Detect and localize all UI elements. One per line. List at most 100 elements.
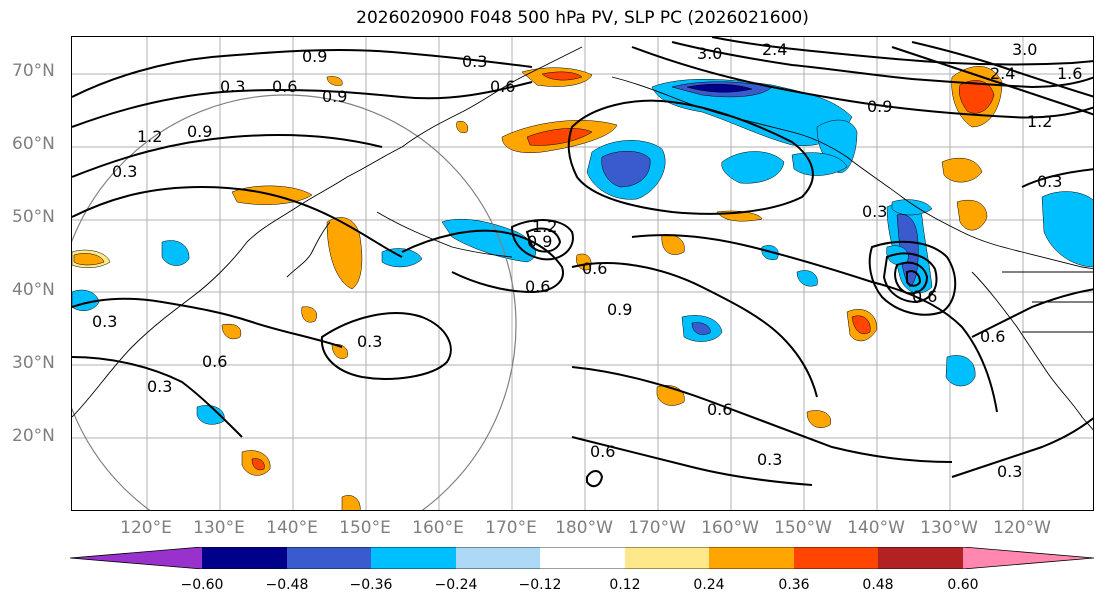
pv-negative-region bbox=[601, 151, 651, 188]
pv-negative-region bbox=[791, 152, 848, 176]
colorbar-segment bbox=[540, 547, 625, 569]
lon-label: 130°E bbox=[193, 518, 245, 538]
slp-contour bbox=[72, 356, 243, 438]
contour-label: 0.3 bbox=[862, 202, 887, 221]
lon-label: 140°W bbox=[847, 518, 905, 538]
pv-positive-region bbox=[661, 234, 685, 255]
pv-negative-region bbox=[686, 83, 753, 93]
pv-positive-region bbox=[331, 344, 348, 359]
slp-contour bbox=[671, 41, 1093, 89]
slp-contour bbox=[72, 48, 533, 98]
pv-positive-region bbox=[301, 306, 318, 323]
colorbar-tick-label: −0.24 bbox=[434, 577, 478, 593]
slp-contour bbox=[571, 436, 813, 486]
contour-label: 1.2 bbox=[1027, 112, 1052, 131]
contour-label: 0.6 bbox=[490, 77, 515, 96]
colorbar-tick-label: 0.12 bbox=[609, 577, 641, 593]
pv-positive-region bbox=[456, 121, 468, 133]
lon-label: 130°W bbox=[920, 518, 978, 538]
contour-label: 0.6 bbox=[202, 352, 227, 371]
colorbar-segment bbox=[794, 547, 878, 569]
lat-label: 30°N bbox=[12, 353, 55, 373]
pv-negative-region bbox=[691, 322, 711, 335]
slp-contour bbox=[711, 37, 1093, 66]
contour-label: 0.6 bbox=[525, 277, 550, 296]
slp-contour bbox=[894, 261, 929, 295]
lon-label: 170°W bbox=[628, 518, 686, 538]
map-canvas: 0.9 0.3 0.6 0.9 3.0 2.4 3.0 2.4 1.6 0.3 … bbox=[72, 37, 1093, 510]
slp-contour bbox=[882, 252, 938, 304]
pv-negative-region bbox=[796, 270, 818, 287]
contour-label: 0.3 bbox=[997, 462, 1022, 481]
contour-label: 3.0 bbox=[697, 44, 722, 63]
contour-label: 0.6 bbox=[707, 400, 732, 419]
slp-contour bbox=[510, 219, 574, 261]
slp-contour bbox=[571, 262, 818, 398]
contour-label: 2.4 bbox=[990, 64, 1015, 83]
contour-label: 1.6 bbox=[1057, 64, 1082, 83]
pv-negative-region bbox=[441, 219, 536, 263]
slp-contour bbox=[891, 46, 1093, 116]
pv-positive-region bbox=[941, 157, 983, 183]
slp-contour bbox=[631, 234, 998, 413]
contour-label: 0.6 bbox=[582, 259, 607, 278]
slp-contour bbox=[631, 46, 1093, 119]
contour-label: 0.3 bbox=[220, 77, 245, 96]
lat-label: 50°N bbox=[12, 207, 55, 227]
colorbar-tick-label: 0.36 bbox=[778, 577, 810, 593]
lon-label: 140°E bbox=[266, 518, 318, 538]
contour-label: 0.9 bbox=[527, 232, 552, 251]
pv-positive-region bbox=[326, 76, 343, 86]
slp-contour bbox=[951, 417, 1093, 478]
lat-label: 60°N bbox=[12, 134, 55, 154]
coastlines bbox=[72, 46, 1093, 431]
colorbar-tick-label: −0.36 bbox=[349, 577, 393, 593]
domain-circle bbox=[72, 94, 517, 510]
lat-label: 40°N bbox=[12, 280, 55, 300]
map-title: 2026020900 F048 500 hPa PV, SLP PC (2026… bbox=[356, 8, 809, 28]
pv-positive-region bbox=[526, 128, 593, 146]
contour-label: 3.0 bbox=[1012, 40, 1037, 59]
lon-label: 120°W bbox=[993, 518, 1051, 538]
colorbar-tick-label: 0.60 bbox=[947, 577, 979, 593]
slp-contour bbox=[567, 99, 814, 215]
pv-positive-region bbox=[341, 495, 361, 510]
colorbar-tick-label: −0.12 bbox=[518, 577, 562, 593]
pv-positive-region bbox=[326, 217, 363, 290]
colorbar-segment bbox=[625, 547, 709, 569]
contour-label: 0.6 bbox=[912, 287, 937, 306]
gridlines bbox=[72, 37, 1093, 510]
contour-label: 0.3 bbox=[357, 332, 382, 351]
colorbar-segment bbox=[371, 547, 456, 569]
pv-negative-region bbox=[891, 199, 933, 216]
colorbar-segment bbox=[456, 547, 540, 569]
lon-label: 150°W bbox=[774, 518, 832, 538]
pv-negative-region bbox=[161, 240, 190, 266]
lat-label: 20°N bbox=[12, 426, 55, 446]
contour-label: 0.9 bbox=[867, 97, 892, 116]
slp-contour bbox=[72, 134, 383, 178]
colorbar-segment bbox=[202, 547, 287, 569]
coastline-kuril bbox=[376, 211, 513, 258]
slp-contour bbox=[72, 81, 533, 128]
slp-contour bbox=[906, 270, 922, 287]
pv-positive-region bbox=[221, 323, 242, 340]
coastline-asia bbox=[72, 46, 583, 418]
slp-contour bbox=[401, 229, 564, 294]
contour-label: 1.2 bbox=[137, 127, 162, 146]
slp-contour bbox=[72, 297, 343, 348]
lon-label: 160°E bbox=[412, 518, 464, 538]
contour-label: 0.6 bbox=[272, 77, 297, 96]
pv-negative-region bbox=[381, 248, 423, 268]
colorbar-outline bbox=[70, 547, 1095, 569]
lon-label: 180°W bbox=[555, 518, 613, 538]
colorbar-tick-label: 0.24 bbox=[693, 577, 725, 593]
contour-label: 0.3 bbox=[757, 450, 782, 469]
slp-contour bbox=[1021, 168, 1093, 188]
colorbar-tick-label: 0.48 bbox=[862, 577, 894, 593]
pv-shading bbox=[72, 66, 1093, 510]
contour-label: 2.4 bbox=[762, 40, 787, 59]
lon-label: 160°W bbox=[701, 518, 759, 538]
lon-label: 120°E bbox=[120, 518, 172, 538]
contour-label: 0.3 bbox=[462, 52, 487, 71]
